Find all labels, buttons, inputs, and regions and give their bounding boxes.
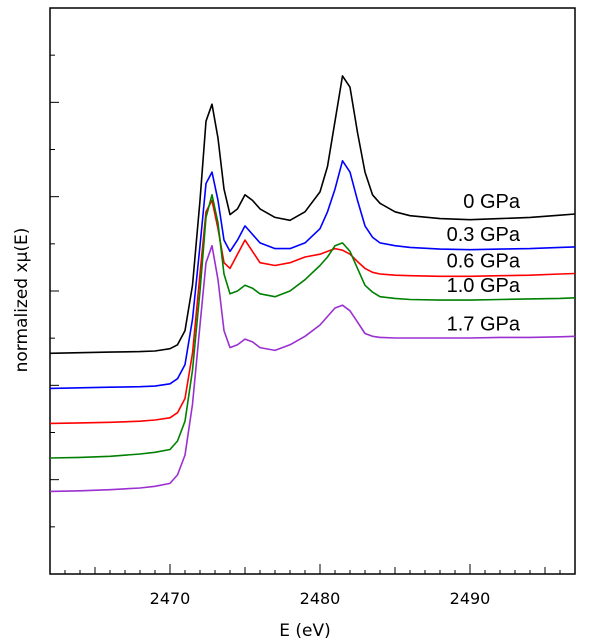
series-lines [49,75,576,493]
series-label-1: 0.3 GPa [447,224,521,246]
series-line-4 [49,244,576,493]
x-tick-label: 2470 [150,589,191,608]
x-axis-title: E (eV) [279,621,331,641]
series-labels: 0 GPa 0.3 GPa 0.6 GPa 1.0 GPa 1.7 GPa [447,191,521,335]
x-tick-label: 2490 [450,589,491,608]
series-line-3 [49,194,576,459]
y-axis-title: normalized xμ(E) [12,228,32,373]
series-line-2 [49,199,576,425]
series-label-2: 0.6 GPa [447,250,521,272]
series-label-0: 0 GPa [463,191,521,213]
y-axis [50,7,59,575]
series-label-3: 1.0 GPa [447,275,521,297]
x-axis: 2470 2480 2490 [49,564,576,608]
series-label-4: 1.7 GPa [447,313,521,335]
x-tick-label: 2480 [300,589,341,608]
series-line-1 [49,160,576,390]
series-line-0 [49,75,576,355]
